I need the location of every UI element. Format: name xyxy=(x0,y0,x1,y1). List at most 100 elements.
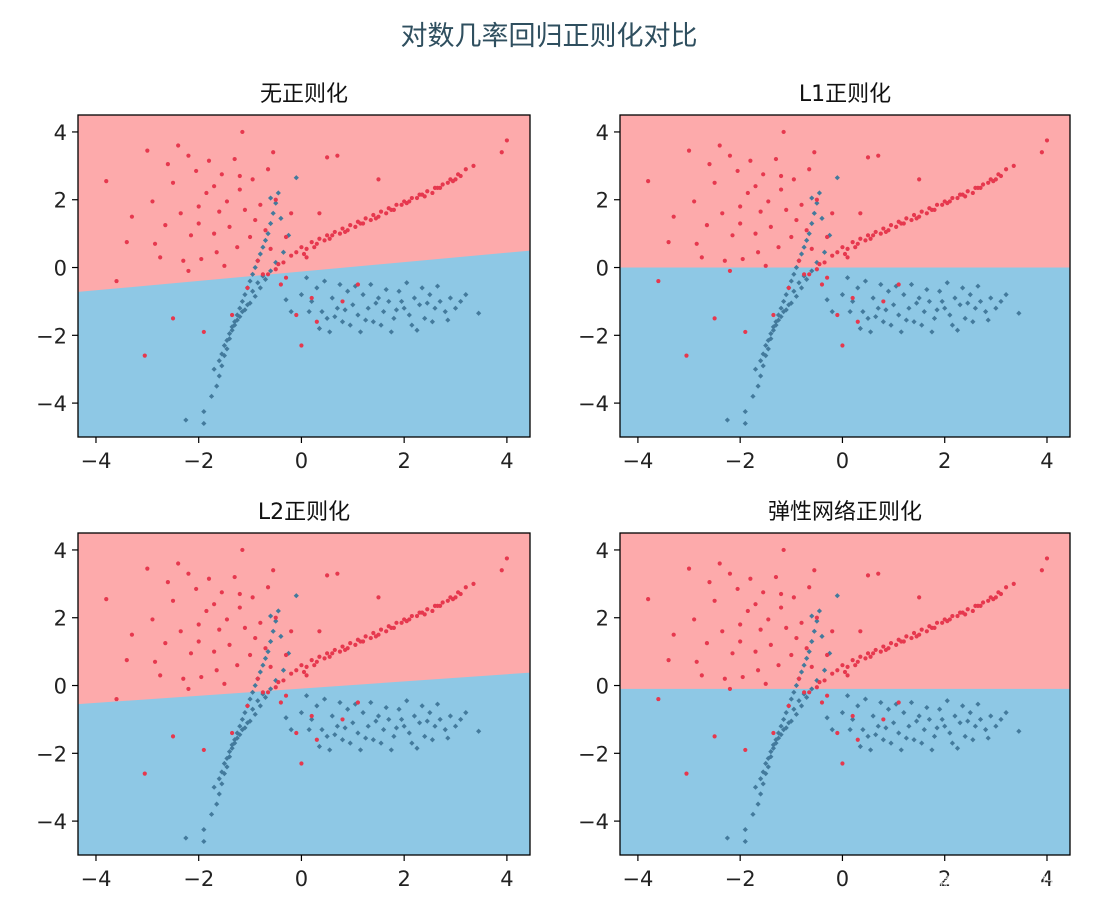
negative-point xyxy=(252,711,258,717)
negative-point xyxy=(262,237,269,244)
positive-point xyxy=(327,236,332,241)
negative-point xyxy=(798,703,805,709)
positive-point xyxy=(955,613,960,619)
negative-point xyxy=(393,725,400,731)
positive-point xyxy=(929,207,935,213)
negative-point xyxy=(870,713,876,719)
negative-point xyxy=(819,633,825,639)
negative-point xyxy=(967,292,973,298)
positive-point xyxy=(980,600,986,605)
positive-point xyxy=(842,251,848,257)
negative-point xyxy=(216,791,222,797)
negative-point xyxy=(378,740,384,746)
negative-point xyxy=(337,281,343,288)
positive-point xyxy=(178,211,183,216)
negative-point xyxy=(1003,710,1009,716)
negative-point xyxy=(778,305,784,311)
negative-point xyxy=(816,190,823,196)
negative-point xyxy=(242,710,248,716)
negative-point xyxy=(1003,292,1009,298)
negative-point xyxy=(476,728,482,734)
positive-point xyxy=(358,221,363,226)
negative-point xyxy=(216,373,222,379)
positive-point xyxy=(229,312,235,318)
positive-point xyxy=(965,189,970,194)
negative-point xyxy=(288,726,294,733)
negative-point xyxy=(232,319,238,325)
positive-point xyxy=(845,664,850,669)
negative-point xyxy=(878,699,884,706)
positive-point xyxy=(911,212,917,218)
negative-point xyxy=(375,295,382,301)
negative-point xyxy=(339,737,346,743)
positive-point xyxy=(873,647,878,653)
positive-point xyxy=(840,663,845,668)
positive-point xyxy=(960,610,965,615)
negative-point xyxy=(409,322,415,328)
positive-point xyxy=(404,201,409,206)
positive-point xyxy=(950,195,955,201)
negative-point xyxy=(903,317,909,323)
negative-point xyxy=(855,285,861,291)
negative-point xyxy=(232,740,238,746)
positive-point xyxy=(853,663,858,668)
negative-point xyxy=(391,733,397,739)
positive-point xyxy=(778,591,784,597)
negative-region xyxy=(620,267,1070,437)
positive-point xyxy=(1003,167,1009,172)
positive-point xyxy=(753,649,758,654)
positive-point xyxy=(727,571,733,576)
positive-point xyxy=(289,629,294,634)
positive-point xyxy=(911,630,917,636)
negative-point xyxy=(398,716,405,723)
positive-point xyxy=(250,177,255,182)
positive-point xyxy=(278,700,283,705)
positive-point xyxy=(188,233,194,238)
negative-point xyxy=(960,703,966,709)
positive-point xyxy=(445,180,450,185)
positive-point xyxy=(771,730,776,736)
positive-point xyxy=(830,671,835,676)
positive-point xyxy=(646,596,651,602)
positive-point xyxy=(294,730,299,736)
positive-point xyxy=(265,167,271,172)
negative-point xyxy=(383,286,389,293)
positive-point xyxy=(666,240,671,245)
negative-point xyxy=(903,735,909,741)
positive-point xyxy=(145,148,150,153)
negative-point xyxy=(306,308,312,315)
negative-point xyxy=(760,363,766,369)
negative-point xyxy=(809,195,815,201)
positive-point xyxy=(743,747,748,753)
positive-point xyxy=(876,153,881,158)
negative-point xyxy=(809,613,815,619)
x-tick-label: −4 xyxy=(80,449,111,473)
positive-point xyxy=(894,224,899,229)
positive-point xyxy=(435,185,440,190)
positive-point xyxy=(219,172,224,177)
negative-point xyxy=(768,754,774,760)
subplot-title: 无正则化 xyxy=(260,82,348,107)
positive-point xyxy=(814,685,819,690)
positive-point xyxy=(909,217,914,223)
positive-point xyxy=(840,245,845,250)
negative-point xyxy=(244,720,251,726)
negative-point xyxy=(804,694,810,700)
negative-point xyxy=(834,175,840,181)
positive-point xyxy=(399,620,404,625)
negative-point xyxy=(214,801,220,807)
negative-point xyxy=(944,698,950,704)
negative-point xyxy=(898,747,904,753)
negative-point xyxy=(458,298,464,305)
negative-point xyxy=(724,835,730,841)
negative-point xyxy=(867,747,874,753)
positive-point xyxy=(865,233,871,238)
y-tick-label: 4 xyxy=(54,121,67,145)
negative-point xyxy=(944,280,950,286)
negative-point xyxy=(429,737,436,743)
negative-point xyxy=(355,312,361,318)
positive-point xyxy=(850,713,855,719)
positive-point xyxy=(332,647,337,653)
negative-point xyxy=(239,716,245,723)
positive-point xyxy=(206,576,212,581)
